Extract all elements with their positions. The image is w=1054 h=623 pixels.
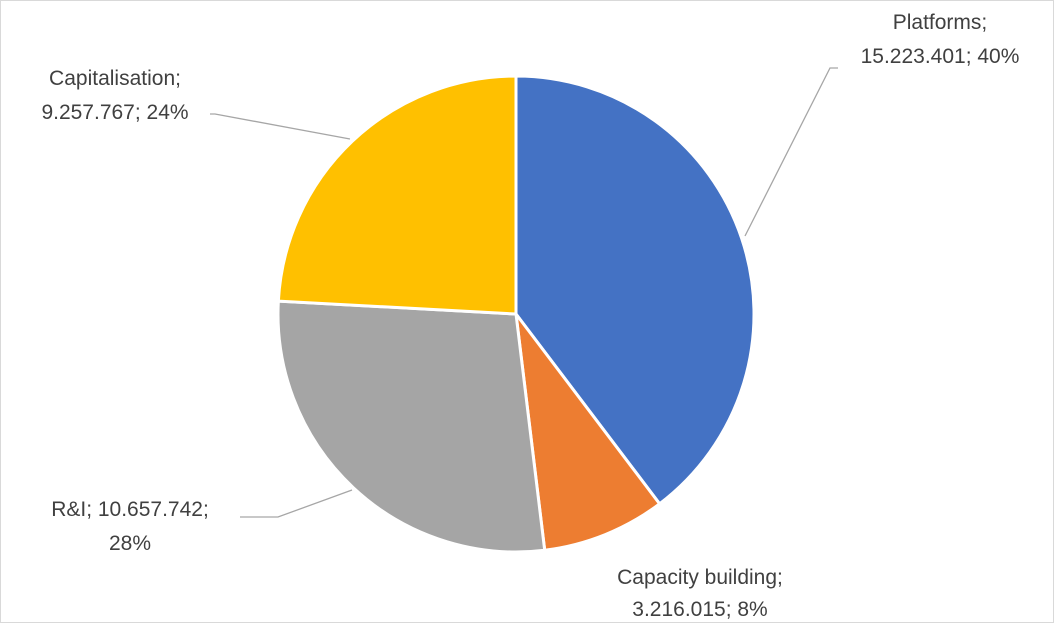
leader-line-platforms — [744, 67, 838, 237]
data-label-capitalisation-line1: Capitalisation; — [49, 67, 181, 90]
data-label-platforms-line2: 15.223.401; 40% — [861, 45, 1020, 68]
data-label-capacity-building-line1: Capacity building; — [617, 566, 783, 589]
leader-lines — [210, 67, 838, 518]
leader-line-rni — [240, 489, 353, 518]
pie-slices — [276, 74, 756, 554]
data-label-capitalisation-line2: 9.257.767; 24% — [41, 101, 188, 124]
pie-slice-platforms — [514, 74, 756, 506]
leader-line-capitalisation — [210, 113, 351, 140]
data-label-rni-line1: R&I; 10.657.742; — [51, 498, 209, 521]
pie-slice-r-i — [276, 299, 547, 554]
data-label-rni-line2: 28% — [109, 532, 151, 555]
data-label-capacity-building-line2: 3.216.015; 8% — [632, 598, 767, 621]
pie-slice-capitalisation — [276, 74, 518, 316]
pie-slice-capacity-building — [513, 308, 662, 552]
data-label-platforms-line1: Platforms; — [893, 11, 988, 34]
